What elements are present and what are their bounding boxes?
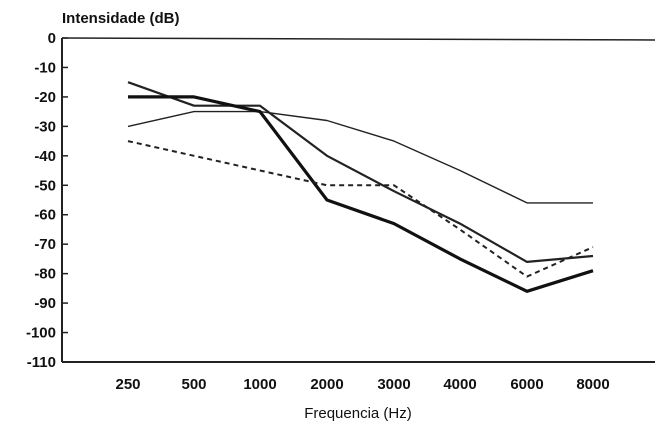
y-tick-label: -30 (34, 118, 56, 135)
x-tick-label: 8000 (576, 376, 609, 393)
x-tick-label: 250 (115, 376, 140, 393)
y-tick-label: -60 (34, 207, 56, 224)
series-line-thick-solid (128, 95, 594, 293)
y-tick-label: -80 (34, 266, 56, 283)
y-tick-label: -110 (27, 354, 56, 371)
x-tick-label: 3000 (377, 376, 410, 393)
x-tick-label: 6000 (510, 376, 543, 393)
y-axis-label: Intensidade (dB) (62, 10, 180, 27)
x-tick-label: 1000 (243, 376, 276, 393)
series-line-dashed (127, 140, 594, 278)
x-tick-label: 4000 (443, 376, 476, 393)
x-tick-label: 500 (181, 376, 206, 393)
top-border-line (61, 37, 656, 41)
x-tick-label: 2000 (310, 376, 343, 393)
y-tick-label: 0 (48, 30, 56, 47)
y-ticks: 0 -10 -20 -30 -40 -50 -60 -70 -80 -90 -100 -110 (26, 30, 68, 371)
y-tick-label: -20 (34, 89, 56, 106)
series-line-medium-solid (127, 81, 594, 263)
y-tick-label: -100 (26, 325, 56, 342)
y-tick-label: -10 (34, 59, 56, 76)
y-tick-label: -70 (34, 236, 56, 253)
series-line-thin-solid (127, 110, 593, 204)
x-axis-label: Frequencia (Hz) (304, 405, 412, 422)
y-tick-label: -50 (34, 177, 56, 194)
y-tick-label: -40 (34, 148, 56, 165)
plot-area (61, 37, 656, 363)
series-lines (127, 81, 594, 293)
y-tick-label: -90 (34, 295, 56, 312)
x-ticks: 250 500 1000 2000 3000 4000 6000 8000 (115, 376, 609, 393)
